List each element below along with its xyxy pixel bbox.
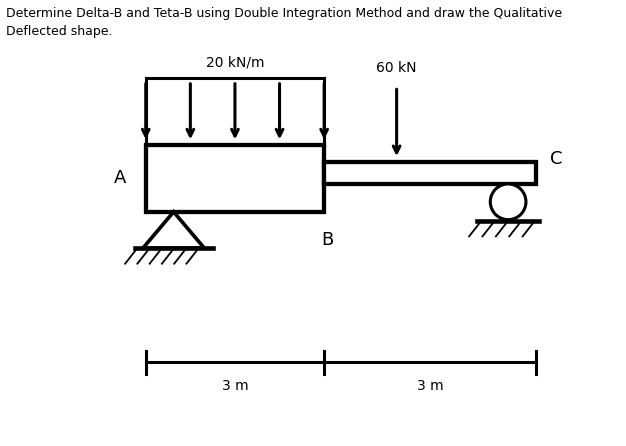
- Text: B: B: [321, 231, 333, 249]
- Text: 3 m: 3 m: [417, 379, 443, 393]
- Text: A: A: [114, 169, 126, 187]
- Text: C: C: [550, 150, 562, 168]
- Bar: [146, 145, 324, 212]
- Circle shape: [490, 184, 526, 220]
- Text: Determine Delta-B and Teta-B using Double Integration Method and draw the Qualit: Determine Delta-B and Teta-B using Doubl…: [6, 7, 562, 20]
- Text: 60 kN: 60 kN: [376, 61, 417, 75]
- Bar: [324, 162, 536, 184]
- Polygon shape: [143, 212, 204, 248]
- Text: Deflected shape.: Deflected shape.: [6, 25, 113, 37]
- Text: 3 m: 3 m: [222, 379, 249, 393]
- Text: 20 kN/m: 20 kN/m: [206, 56, 264, 70]
